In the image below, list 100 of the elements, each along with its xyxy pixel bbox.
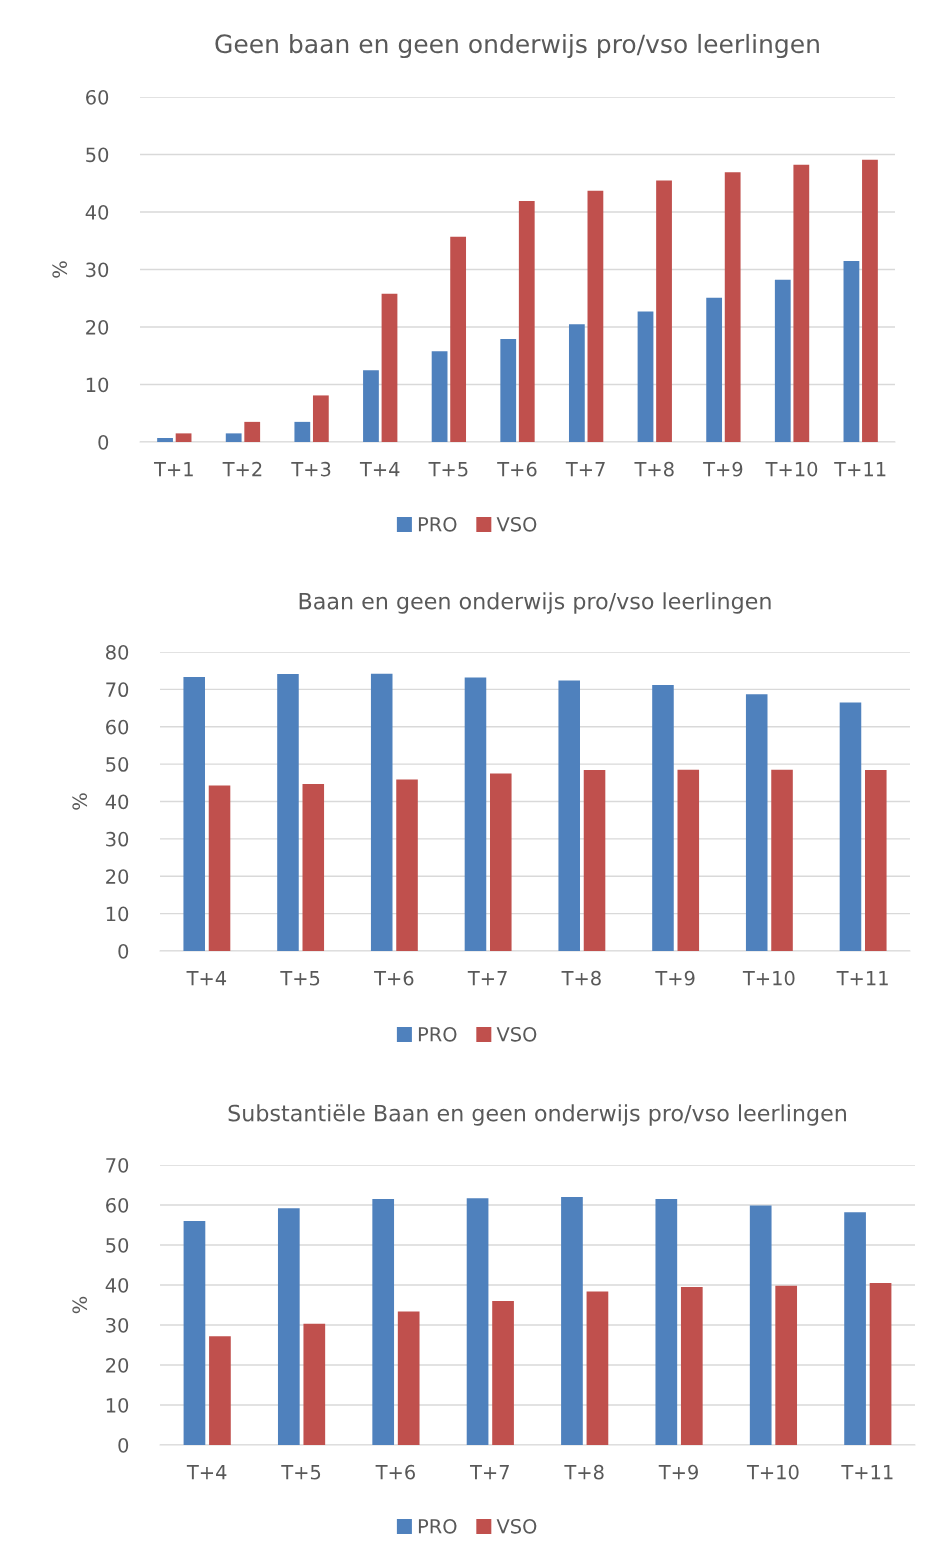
bar (655, 1199, 678, 1445)
bar (208, 785, 231, 951)
bar (745, 694, 768, 951)
bar (209, 1336, 231, 1445)
x-tick-label: T+8 (561, 970, 601, 986)
bar (862, 159, 878, 442)
bar (302, 783, 325, 951)
y-tick-label: 40 (105, 794, 129, 810)
x-tick-label: T+6 (497, 461, 537, 477)
chart-title: Baan en geen onderwijs pro/vso leerlingen (299, 592, 771, 614)
y-tick-label: 50 (106, 757, 129, 772)
x-tick-label: T+6 (374, 970, 414, 986)
y-tick-label: 30 (106, 1317, 129, 1333)
bar (312, 395, 329, 442)
bar (844, 1212, 866, 1445)
y-tick-label: 0 (118, 1437, 129, 1453)
x-tick-label: T+9 (658, 1464, 698, 1480)
x-tick-label: T+6 (375, 1464, 415, 1480)
y-tick-label: 40 (105, 1277, 129, 1293)
bar (706, 297, 723, 442)
x-tick-label: T+8 (564, 1464, 604, 1480)
y-tick-label: 50 (106, 1237, 129, 1253)
x-tick-label: T+7 (467, 971, 507, 986)
y-axis-title: % (52, 261, 68, 278)
bar (677, 769, 700, 951)
x-tick-label: T+4 (186, 1465, 227, 1480)
x-tick-label: T+5 (280, 971, 320, 986)
bar (586, 1291, 609, 1445)
y-tick-label: 10 (106, 1397, 129, 1413)
y-tick-label: 70 (106, 1157, 129, 1173)
bar (775, 1285, 798, 1445)
bar (363, 370, 379, 442)
x-tick-label: T+11 (836, 971, 888, 986)
legend-label: VSO (496, 1518, 537, 1534)
x-tick-label: T+5 (428, 462, 468, 477)
x-tick-label: T+7 (469, 1465, 509, 1480)
bar (680, 1287, 703, 1445)
chart-title: Geen baan en geen onderwijs pro/vso leerlingen (215, 33, 819, 59)
bar (865, 770, 887, 951)
bar (518, 201, 535, 442)
bar (869, 1283, 892, 1445)
y-tick-label: 10 (86, 377, 109, 393)
y-axis-title: % (72, 1296, 88, 1314)
x-tick-label: T+9 (655, 970, 695, 986)
bar (568, 324, 585, 442)
bar (277, 674, 299, 951)
bar (381, 293, 398, 442)
y-tick-label: 20 (106, 1357, 129, 1373)
bar (397, 1311, 420, 1445)
y-tick-label: 10 (106, 906, 129, 922)
y-tick-label: 60 (106, 719, 129, 735)
y-tick-label: 80 (106, 644, 129, 660)
bar (450, 236, 467, 442)
chart-title: Substantiële Baan en geen onderwijs pro/vso leerlingen (228, 1104, 846, 1126)
bar (372, 1199, 395, 1445)
legend-label: PRO (418, 1518, 457, 1534)
bar (724, 172, 741, 442)
y-tick-label: 60 (86, 89, 109, 105)
legend-label: VSO (496, 516, 537, 532)
y-tick-label: 60 (106, 1197, 129, 1213)
bar (396, 779, 418, 951)
x-tick-label: T+2 (222, 461, 262, 477)
bar (466, 1198, 489, 1445)
legend-label: PRO (418, 1026, 457, 1042)
x-tick-label: T+4 (186, 971, 227, 986)
x-tick-label: T+10 (742, 970, 795, 986)
bar (793, 164, 810, 442)
y-tick-label: 40 (85, 204, 109, 220)
x-tick-label: T+11 (841, 1465, 893, 1480)
x-tick-label: T+7 (565, 462, 605, 477)
bar (277, 1208, 300, 1445)
x-tick-label: T+3 (291, 461, 331, 477)
x-tick-label: T+9 (703, 461, 743, 477)
bar (175, 433, 192, 442)
legend-label: VSO (496, 1026, 537, 1042)
y-tick-label: 20 (106, 869, 129, 884)
y-tick-label: 20 (86, 319, 109, 335)
bar (771, 769, 793, 951)
bar (492, 1301, 514, 1445)
bar (637, 311, 654, 442)
bar (749, 1205, 772, 1445)
x-tick-label: T+10 (765, 461, 818, 477)
bar (561, 1197, 583, 1445)
bar (431, 351, 448, 442)
y-tick-label: 30 (106, 831, 129, 847)
bar (656, 180, 672, 442)
bar (652, 684, 674, 951)
bar (839, 702, 862, 951)
bar (583, 770, 606, 951)
bar (464, 677, 487, 951)
y-tick-label: 0 (118, 943, 129, 959)
y-tick-label: 50 (86, 147, 109, 163)
legend-label: PRO (418, 516, 457, 532)
bar (294, 421, 311, 442)
bar (370, 673, 393, 951)
bar (774, 279, 791, 442)
bar (843, 260, 860, 442)
bar (183, 677, 205, 951)
x-tick-label: T+8 (634, 461, 674, 477)
bar (183, 1221, 206, 1445)
